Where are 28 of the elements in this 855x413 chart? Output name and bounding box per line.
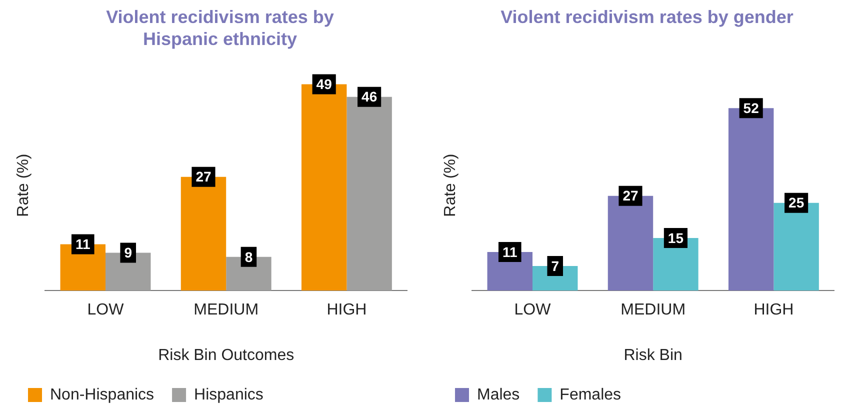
data-label: 11 [502,244,518,260]
data-label: 52 [743,100,760,116]
x-tick-label: HIGH [754,302,794,319]
legend-label: Males [477,386,520,404]
data-label: 11 [75,236,90,252]
x-tick-label: LOW [514,302,552,319]
data-label: 15 [668,230,684,246]
legend-label: Non-Hispanics [50,386,154,404]
legend-label: Hispanics [194,386,264,404]
x-tick-label: LOW [87,302,125,319]
data-label: 25 [788,194,804,211]
data-label: 7 [551,258,560,274]
data-label: 49 [316,76,332,92]
data-label: 46 [362,88,378,105]
legend-label: Females [560,386,622,404]
chart-title: Violent recidivism rates by Hispanic ethnicity [105,6,335,50]
x-tick-label: MEDIUM [194,302,259,319]
chart-title: Violent recidivism rates by gender [500,6,794,28]
data-label: 9 [124,244,132,261]
x-tick-label: MEDIUM [620,302,686,319]
x-tick-label: HIGH [326,302,367,319]
y-axis-title: Rate (%) [15,154,32,217]
data-label: 27 [196,168,212,185]
x-axis-title: Risk Bin [624,346,682,364]
y-axis-title: Rate (%) [442,154,460,217]
data-label: 8 [244,248,253,265]
x-axis-title: Risk Bin Outcomes [158,346,294,364]
data-label: 27 [622,188,638,204]
